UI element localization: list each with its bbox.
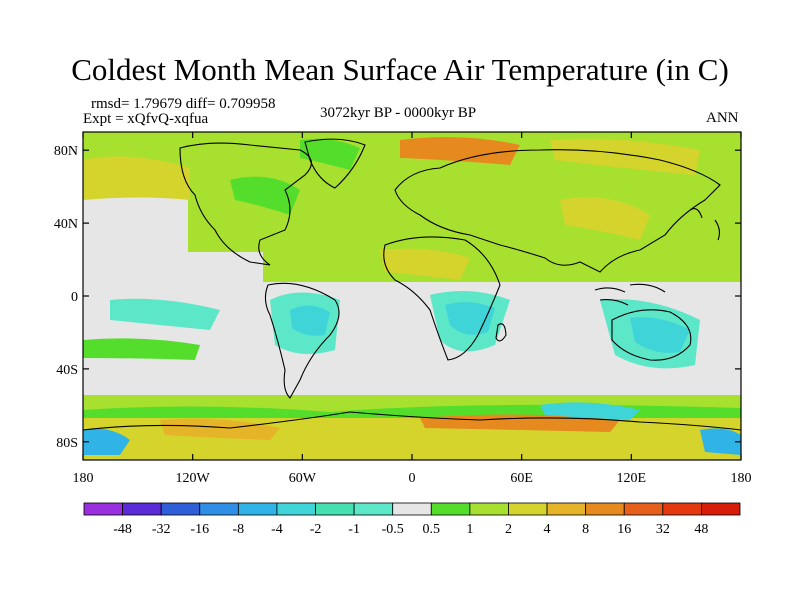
color-legend: -48 -32 -16 -8 -4 -2 -1 -0.5 0.5 1 2 4 8 16 32 48 <box>83 502 741 537</box>
legend-label: -1 <box>348 522 360 537</box>
lon-tick-label: 180 <box>731 471 752 486</box>
lon-tick-label: 0 <box>409 471 416 486</box>
lat-tick-label: 0 <box>71 290 78 305</box>
legend-label: 0.5 <box>423 522 441 537</box>
legend-label: 8 <box>582 522 589 537</box>
season-label: ANN <box>706 110 739 126</box>
lat-tick-label: 40N <box>54 217 78 232</box>
legend-label: 2 <box>505 522 512 537</box>
legend-swatch <box>237 502 278 516</box>
longitude-axis: 180 120W 60W 0 60E 120E 180 <box>73 132 752 486</box>
lat-tick-label: 80N <box>54 144 78 159</box>
legend-label: 16 <box>617 522 631 537</box>
legend-swatch <box>623 502 664 516</box>
legend-swatch <box>276 502 316 516</box>
legend-label: -0.5 <box>382 522 404 537</box>
legend-swatch <box>315 502 355 516</box>
legend-label: -4 <box>271 522 283 537</box>
map-title: Coldest Month Mean Surface Air Temperatu… <box>71 52 729 87</box>
legend-label: 4 <box>544 522 551 537</box>
lon-tick-label: 120W <box>176 471 211 486</box>
latitude-axis: 80N 40N 0 40S 80S <box>54 144 741 451</box>
legend-swatch <box>701 502 741 516</box>
legend-swatch <box>546 502 587 516</box>
legend-swatch <box>585 502 625 516</box>
legend-swatch <box>353 502 394 516</box>
legend-swatch <box>469 502 509 516</box>
legend-swatch <box>199 502 239 516</box>
legend-swatch <box>392 502 432 516</box>
legend-label: -2 <box>310 522 322 537</box>
rmsd-diff-stats: rmsd= 1.79679 diff= 0.709958 <box>91 96 276 112</box>
legend-label: 48 <box>694 522 708 537</box>
legend-swatch <box>662 502 702 516</box>
coastlines <box>83 138 741 431</box>
legend-swatch <box>83 502 123 516</box>
legend-label: -16 <box>190 522 209 537</box>
legend-swatch <box>160 502 201 516</box>
lat-tick-label: 40S <box>56 363 78 378</box>
experiment-id: Expt = xQfvQ-xqfua <box>83 111 209 127</box>
legend-swatch <box>122 502 162 516</box>
legend-label: 1 <box>466 522 473 537</box>
time-period: 3072kyr BP - 0000kyr BP <box>320 105 477 121</box>
lat-tick-label: 80S <box>56 436 78 451</box>
lon-tick-label: 60W <box>289 471 317 486</box>
lon-tick-label: 60E <box>510 471 533 486</box>
legend-label: -32 <box>152 522 171 537</box>
temperature-anomaly-field <box>83 132 741 460</box>
legend-label: -48 <box>113 522 132 537</box>
lon-tick-label: 180 <box>73 471 94 486</box>
legend-label: -8 <box>233 522 245 537</box>
legend-swatch <box>508 502 548 516</box>
legend-label: 32 <box>656 522 670 537</box>
lon-tick-label: 120E <box>617 471 647 486</box>
legend-swatch <box>430 502 471 516</box>
